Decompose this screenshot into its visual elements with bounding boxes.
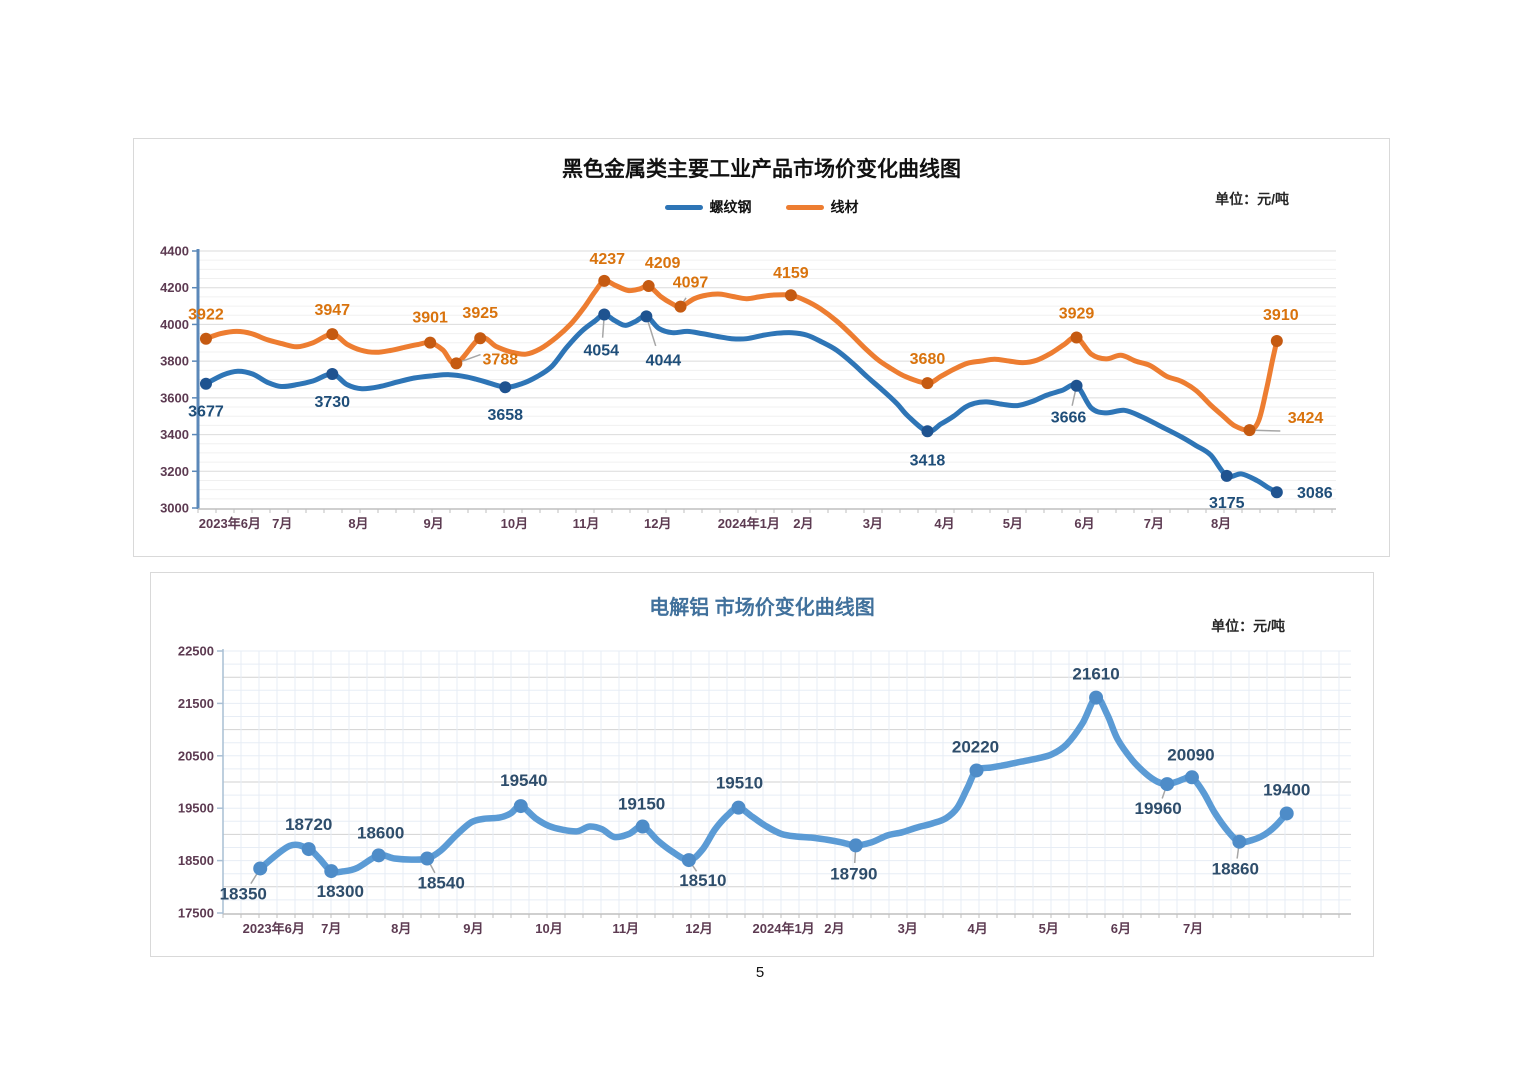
svg-text:4200: 4200 [160,280,189,295]
svg-text:4400: 4400 [160,244,189,259]
svg-text:19510: 19510 [716,774,763,793]
svg-text:8月: 8月 [348,516,368,531]
svg-text:18540: 18540 [418,874,465,893]
svg-text:4044: 4044 [646,352,682,369]
svg-text:3658: 3658 [487,407,523,424]
legend-item-wire: 线材 [785,197,859,217]
chart1-title: 黑色金属类主要工业产品市场价变化曲线图 [562,158,961,181]
svg-text:3788: 3788 [483,351,519,368]
svg-text:20500: 20500 [178,748,214,763]
chart1-legend: 螺纹钢 线材 [134,197,1389,217]
svg-text:19400: 19400 [1263,780,1310,799]
svg-text:18510: 18510 [679,871,726,890]
svg-text:3175: 3175 [1209,495,1245,512]
svg-text:2023年6月: 2023年6月 [199,516,261,531]
svg-text:17500: 17500 [178,906,214,921]
legend-item-rebar: 螺纹钢 [664,197,752,217]
svg-text:7月: 7月 [1144,516,1164,531]
svg-text:18600: 18600 [357,823,404,842]
chart1-canvas: 3000 3200 3400 3600 3800 4000 4200 4400 2023年6月 7… [160,244,1336,531]
chart2-canvas: 17500 18500 19500 20500 21500 22500 2023年6月 7月 8… [178,644,1351,936]
svg-text:7月: 7月 [272,516,292,531]
rebar-legend-label: 螺纹钢 [709,199,752,215]
svg-text:2月: 2月 [824,921,844,936]
svg-text:18500: 18500 [178,853,214,868]
svg-text:19960: 19960 [1134,799,1181,818]
svg-text:3680: 3680 [910,351,946,368]
svg-text:7月: 7月 [321,921,341,936]
svg-text:20090: 20090 [1167,745,1214,764]
svg-text:3400: 3400 [160,427,189,442]
svg-text:2024年1月: 2024年1月 [753,921,815,936]
svg-text:21500: 21500 [178,696,214,711]
svg-text:4237: 4237 [589,251,625,268]
svg-text:2月: 2月 [793,516,813,531]
svg-text:3600: 3600 [160,390,189,405]
svg-text:4097: 4097 [673,275,709,292]
svg-text:3929: 3929 [1059,305,1095,322]
svg-text:3666: 3666 [1051,410,1087,427]
aluminum-chart-panel: 电解铝 市场价变化曲线图 单位：元/吨 17500 18500 19500 20500… [150,572,1374,957]
svg-text:3月: 3月 [863,516,883,531]
svg-text:3086: 3086 [1297,485,1333,502]
svg-text:4209: 4209 [645,255,681,272]
svg-text:4054: 4054 [583,343,619,360]
svg-text:19150: 19150 [618,795,665,814]
svg-text:8月: 8月 [1211,516,1231,531]
svg-text:3925: 3925 [462,305,498,322]
svg-text:3000: 3000 [160,501,189,516]
svg-text:11月: 11月 [612,921,639,936]
svg-text:8月: 8月 [391,921,411,936]
svg-text:5月: 5月 [1003,516,1023,531]
svg-text:18860: 18860 [1212,860,1259,879]
svg-text:3200: 3200 [160,464,189,479]
wire-legend-label: 线材 [830,199,859,215]
svg-text:5月: 5月 [1039,921,1059,936]
svg-text:2023年6月: 2023年6月 [243,921,305,936]
page-number: 5 [755,964,765,981]
svg-text:6月: 6月 [1074,516,1094,531]
svg-text:6月: 6月 [1111,921,1131,936]
svg-text:4159: 4159 [773,265,809,282]
svg-text:20220: 20220 [952,737,999,756]
svg-text:4000: 4000 [160,317,189,332]
svg-text:4月: 4月 [968,921,988,936]
svg-text:2024年1月: 2024年1月 [718,516,780,531]
svg-text:3730: 3730 [314,394,350,411]
svg-text:10月: 10月 [535,921,562,936]
svg-text:9月: 9月 [423,516,443,531]
svg-text:11月: 11月 [573,516,600,531]
svg-text:19540: 19540 [500,771,547,790]
svg-text:3800: 3800 [160,354,189,369]
svg-text:12月: 12月 [644,516,671,531]
ferrous-metals-chart-panel: 黑色金属类主要工业产品市场价变化曲线图 螺纹钢 线材 单位：元/吨 3000 32… [133,138,1390,557]
svg-text:3901: 3901 [412,310,448,327]
svg-text:3910: 3910 [1263,307,1299,324]
svg-text:18300: 18300 [317,882,364,901]
svg-text:3424: 3424 [1288,410,1324,427]
chart2-unit-label: 单位：元/吨 [1211,618,1285,634]
chart1-unit-label: 单位：元/吨 [1215,191,1289,207]
svg-text:7月: 7月 [1183,921,1203,936]
svg-text:19500: 19500 [178,801,214,816]
svg-text:12月: 12月 [685,921,712,936]
svg-text:18790: 18790 [830,864,877,883]
rebar-line-swatch [664,204,703,210]
wire-line-swatch [785,204,824,210]
svg-text:3418: 3418 [910,452,946,469]
svg-text:4月: 4月 [934,516,954,531]
svg-text:9月: 9月 [463,921,483,936]
svg-text:22500: 22500 [178,644,214,659]
svg-text:3677: 3677 [188,404,224,421]
svg-text:3922: 3922 [188,307,224,324]
svg-text:21610: 21610 [1072,665,1119,684]
svg-text:18350: 18350 [220,884,267,903]
svg-text:3月: 3月 [898,921,918,936]
svg-text:3947: 3947 [314,302,350,319]
svg-text:10月: 10月 [501,516,528,531]
svg-text:18720: 18720 [285,815,332,834]
chart2-title: 电解铝 市场价变化曲线图 [649,597,875,619]
